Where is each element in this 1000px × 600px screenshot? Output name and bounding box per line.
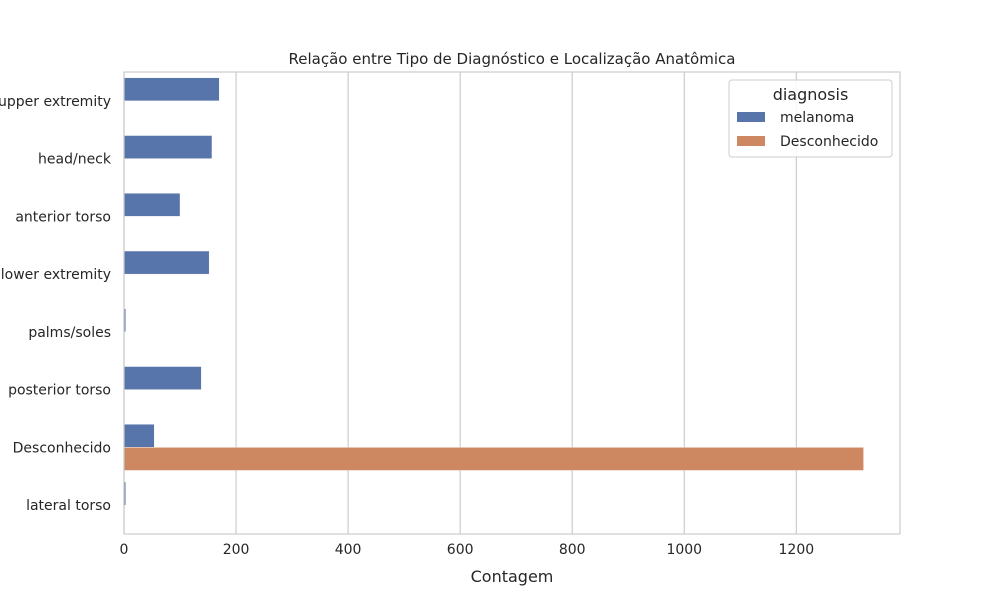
bar-0-1 xyxy=(123,135,213,159)
bars xyxy=(123,77,864,506)
x-tick-label: 1000 xyxy=(666,542,702,558)
chart-title: Relação entre Tipo de Diagnóstico e Loca… xyxy=(289,50,736,68)
y-axis-ticks: upper extremity head/neck anterior torso lo… xyxy=(0,94,112,514)
y-tick-label: head/neck xyxy=(38,152,112,168)
legend-box xyxy=(728,79,893,158)
legend-label: melanoma xyxy=(780,110,854,126)
legend-swatch xyxy=(737,112,765,122)
legend: diagnosis melanoma Desconhecido xyxy=(728,79,893,158)
bar-0-5 xyxy=(123,366,202,390)
bar-0-0 xyxy=(123,77,220,102)
x-tick-label: 800 xyxy=(559,542,586,558)
x-tick-label: 200 xyxy=(223,542,250,558)
y-tick-label: Desconhecido xyxy=(13,440,111,456)
legend-title: diagnosis xyxy=(773,85,849,104)
x-tick-label: 1200 xyxy=(779,542,815,558)
y-tick-label: lower extremity xyxy=(1,267,111,283)
x-axis-ticks: 0 200 400 600 800 1000 1200 xyxy=(120,542,815,558)
y-tick-label: lateral torso xyxy=(26,498,111,514)
y-tick-label: posterior torso xyxy=(8,383,111,399)
bar-0-3 xyxy=(123,250,210,275)
x-tick-label: 0 xyxy=(120,542,129,558)
legend-items: melanoma Desconhecido xyxy=(737,110,878,150)
y-tick-label: anterior torso xyxy=(15,209,111,225)
y-tick-label: upper extremity xyxy=(0,94,111,110)
legend-label: Desconhecido xyxy=(780,134,878,150)
bar-0-2 xyxy=(123,193,181,217)
bar-1-6 xyxy=(123,447,864,471)
y-tick-label: palms/soles xyxy=(28,325,111,341)
x-tick-label: 600 xyxy=(447,542,474,558)
bar-0-6 xyxy=(123,424,155,448)
plot-frame xyxy=(123,71,901,535)
x-tick-label: 400 xyxy=(335,542,362,558)
x-axis-label: Contagem xyxy=(471,567,554,586)
legend-swatch xyxy=(737,136,765,146)
